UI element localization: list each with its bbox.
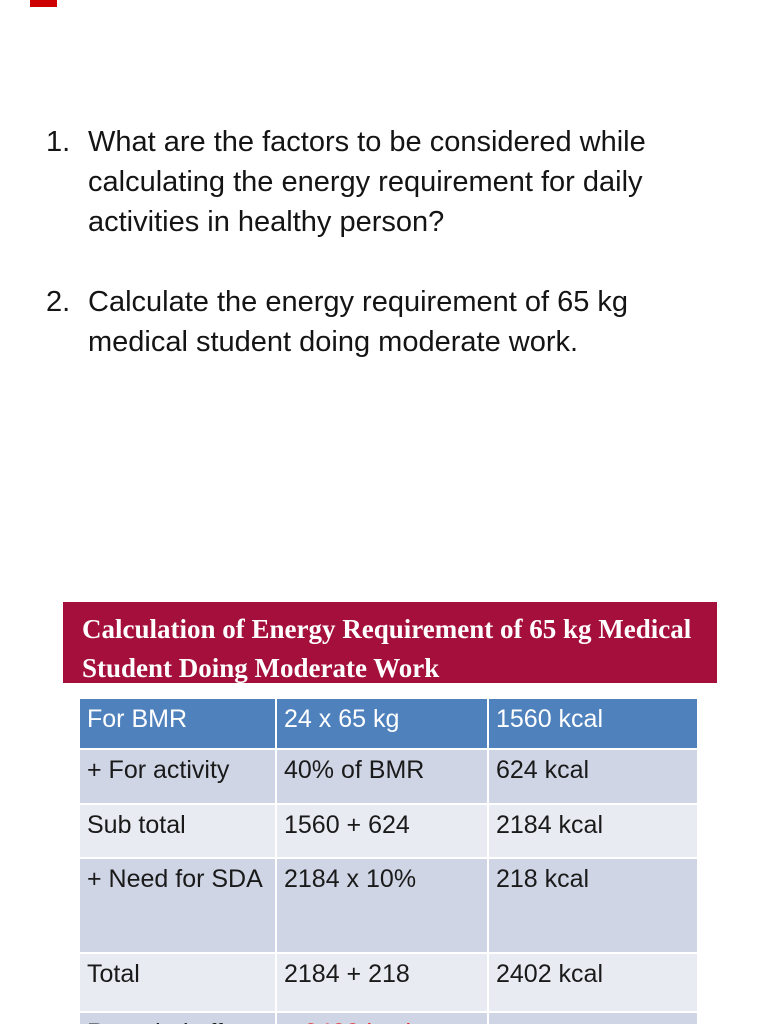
energy-calculation-table: For BMR 24 x 65 kg 1560 kcal + For activ… [78, 697, 699, 1024]
cell-result [487, 1011, 699, 1024]
table-title-banner: Calculation of Energy Requirement of 65 … [63, 602, 717, 683]
question-2-number: 2. [46, 286, 71, 318]
cell-calculation: 1560 + 624 [275, 803, 489, 859]
cell-result: 218 kcal [487, 857, 699, 954]
table-row-total: Total 2184 + 218 2402 kcal [78, 952, 699, 1013]
question-2-line-1: Calculate the energy requirement of 65 k… [88, 286, 629, 318]
table-row-sda: + Need for SDA 2184 x 10% 218 kcal [78, 857, 699, 954]
question-1: 1. What are the factors to be considered… [46, 122, 726, 242]
cell-calculation: 2184 + 218 [275, 952, 489, 1013]
question-2-text: Calculate the energy requirement of 65 k… [88, 282, 726, 362]
top-edge-red-marker [30, 0, 57, 7]
banner-line-1: Calculation of Energy Requirement of 65 … [82, 614, 692, 644]
banner-line-2: Student Doing Moderate Work [82, 653, 440, 683]
table-row-rounded-off: Rounded off 2400 kcal [78, 1011, 699, 1024]
cell-result: 1560 kcal [487, 697, 699, 750]
question-1-line-2: calculating the energy requirement for d… [88, 166, 643, 198]
question-1-line-1: What are the factors to be considered wh… [88, 126, 646, 158]
table-row-subtotal: Sub total 1560 + 624 2184 kcal [78, 803, 699, 859]
cell-result: 2402 kcal [487, 952, 699, 1013]
question-1-number: 1. [46, 126, 71, 158]
cell-calculation-highlighted: 2400 kcal [275, 1011, 489, 1024]
cell-result: 624 kcal [487, 748, 699, 805]
table-row-activity: + For activity 40% of BMR 624 kcal [78, 748, 699, 805]
cell-result: 2184 kcal [487, 803, 699, 859]
question-2-line-2: medical student doing moderate work. [88, 326, 579, 358]
cell-label: Total [78, 952, 277, 1013]
question-2: 2. Calculate the energy requirement of 6… [46, 282, 726, 362]
question-1-text: What are the factors to be considered wh… [88, 122, 726, 242]
cell-calculation: 2184 x 10% [275, 857, 489, 954]
cell-calculation: 24 x 65 kg [275, 697, 489, 750]
cell-label: + For activity [78, 748, 277, 805]
cell-label: Sub total [78, 803, 277, 859]
cell-label: Rounded off [78, 1011, 277, 1024]
cell-label: + Need for SDA [78, 857, 277, 954]
table-row-bmr: For BMR 24 x 65 kg 1560 kcal [78, 697, 699, 750]
cell-calculation: 40% of BMR [275, 748, 489, 805]
cell-label: For BMR [78, 697, 277, 750]
question-1-line-3: activities in healthy person? [88, 206, 445, 238]
